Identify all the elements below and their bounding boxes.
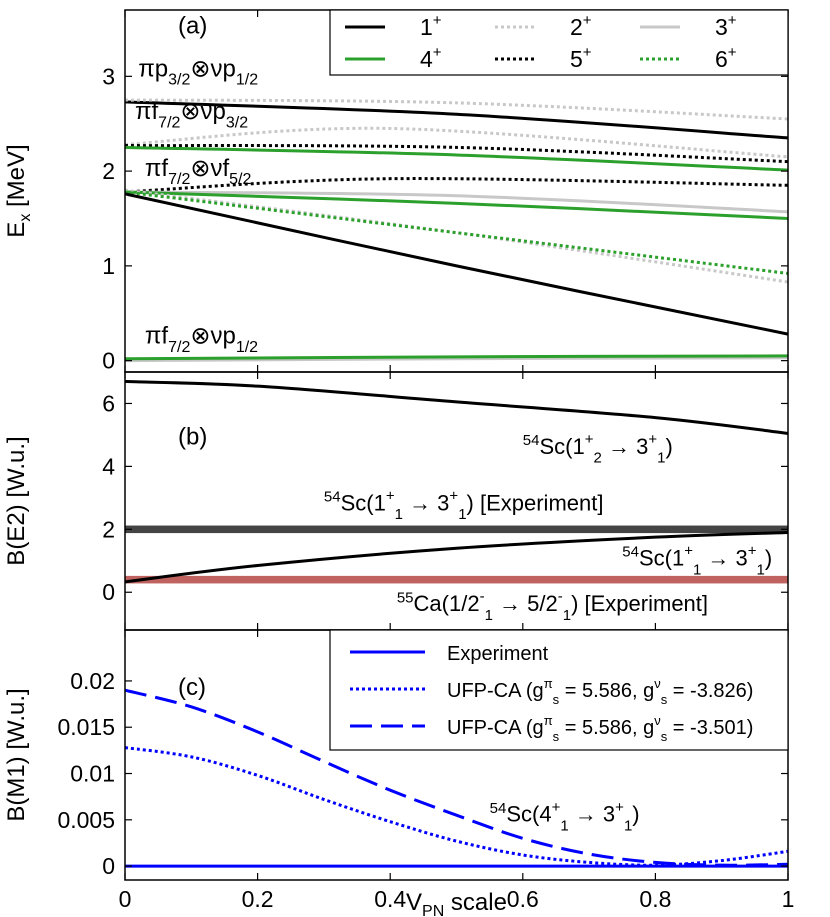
ytick-label: 3 [102,63,115,89]
ytick-label: 0 [102,579,115,605]
orbital-annotation-3: πf7/2⊗νp1/2 [145,323,258,356]
series-1-f7-2-x-f5-2 [124,192,789,336]
transition-label-1: 54Sc(1+2 → 3+1) [523,431,673,467]
xtick-label: 0 [119,886,132,912]
transition-label-4: 55Ca(1/2-1 → 5/2-1) [Experiment] [397,588,708,624]
series-ufp-ca-3-826 [124,746,789,867]
series-5-f7-2-x-p3-2 [124,144,789,164]
ytick-label: 0.005 [57,807,115,833]
series-1-p3-2-x-p1-2 [124,100,789,140]
ytick-label: 0.01 [70,761,115,787]
panel-c-bm1: 0 0.005 0.01 0.015 0.02 0 0.2 0.4 0.6 0.8 1 B(M1) [… [3,629,795,917]
legend-box [329,9,789,76]
xtick-label: 0.6 [507,886,539,912]
legend-label-2: UFP-CA (gπs = 5.586, gνs = -3.501) [447,713,753,744]
ytick-label: 6 [102,390,115,416]
ytick-label: 4 [102,453,115,479]
series-ufp-ca-3-501 [124,688,789,867]
series-4-f7-2-x-f5-2 [124,190,789,220]
ytick-label: 1 [102,253,115,279]
series-2-f7-2-x-p3-2 [124,126,789,159]
transition-label-3: 54Sc(1+1 → 3+1) [622,543,772,579]
orbital-annotation-1: πf7/2⊗νp3/2 [135,98,248,131]
series-4-f7-2-x-p3-2 [124,145,789,172]
legend-label-2: 2+ [570,12,592,40]
legend-label-6: 6+ [715,44,737,72]
ytick-label: 2 [102,516,115,542]
ytick-label: 0.015 [57,714,115,740]
band-55ca-1-2-1-5-2-1-experiment [125,575,788,584]
series-3-f7-2-x-p1-2 [124,356,789,363]
orbital-annotation-2: πf7/2⊗νf5/2 [145,155,252,188]
y-axis-label: Ex [MeV] [3,144,34,237]
xtick-label: 0.8 [639,886,671,912]
panel-label: (c) [178,674,206,701]
legend-label-3: 3+ [715,12,737,40]
legend-label-1: 1+ [420,12,442,40]
legend-label-4: 4+ [420,44,442,72]
legend-label-5: 5+ [570,44,592,72]
series-2-p3-2-x-p1-2 [124,98,789,121]
transition-label-1: 54Sc(4+1 → 3+1) [490,799,640,835]
series-5-f7-2-x-f5-2 [124,177,789,194]
y-axis-label: B(M1) [W.u.] [3,688,30,821]
ytick-label: 0 [102,348,115,374]
series-54sc-1-2-3-1 [124,379,789,435]
legend-label-1: UFP-CA (gπs = 5.586, gνs = -3.826) [447,676,753,707]
y-axis-label: B(E2) [W.u.] [3,436,30,565]
x-axis-label: VPN scale [406,889,507,917]
series-6-f7-2-x-f5-2 [124,190,789,275]
transition-label-2: 54Sc(1+1 → 3+1) [Experiment] [324,488,604,524]
panel-a-energies: 0 1 2 3 Ex [MeV] (a) πp3/2⊗νp1/2 πf7/2⊗νp3/2 πf7… [3,9,789,374]
panel-label: (b) [178,423,207,450]
panel-label: (a) [178,13,207,40]
series-2-f7-2-x-f5-2 [124,188,789,284]
series-54sc-1-1-3-1 [124,530,789,584]
legend-label-0: Experiment [447,643,549,665]
xtick-label: 1 [782,886,795,912]
ytick-label: 0.02 [70,668,115,694]
xtick-label: 0.4 [374,886,406,912]
series-3-f7-2-x-f5-2 [124,190,789,214]
panel-b-be2: 0 2 4 6 B(E2) [W.u.] (b) 54Sc(1+2 → 3+1) 54Sc(1… [3,371,789,631]
ytick-label: 0 [102,853,115,879]
series-4-f7-2-x-p1-2 [124,354,789,361]
ytick-label: 2 [102,158,115,184]
xtick-label: 0.2 [242,886,274,912]
orbital-annotation-0: πp3/2⊗νp1/2 [138,55,258,88]
band-54sc-1-1-3-1-experiment [125,525,788,534]
